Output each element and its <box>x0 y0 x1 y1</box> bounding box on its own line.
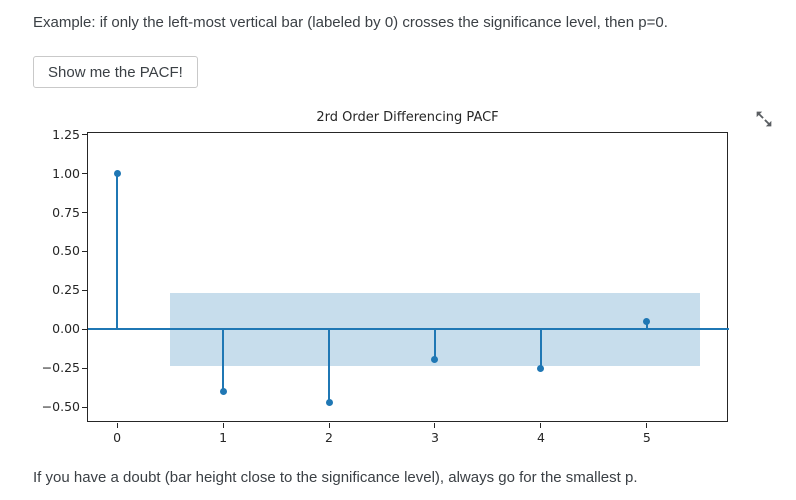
x-tick-label: 0 <box>113 430 122 445</box>
stem-lag-2 <box>328 329 331 403</box>
y-tick-label: −0.50 <box>41 399 80 415</box>
data-point-lag-5 <box>643 318 651 326</box>
y-tick-label: 0.75 <box>52 204 80 220</box>
x-tick-mark <box>222 423 224 428</box>
y-tick-mark <box>82 406 87 408</box>
x-tick-mark <box>646 423 648 428</box>
y-tick-label: 0.00 <box>52 321 80 337</box>
data-point-lag-4 <box>537 364 545 372</box>
x-tick-label: 2 <box>325 430 333 445</box>
stem-lag-5 <box>645 321 648 330</box>
stem-lag-1 <box>222 329 225 392</box>
x-tick-mark <box>540 423 542 428</box>
y-tick-mark <box>82 212 87 214</box>
expand-button[interactable] <box>752 108 776 132</box>
x-tick-label: 1 <box>219 430 228 445</box>
y-tick-mark <box>82 134 87 136</box>
y-tick-label: 1.00 <box>52 165 80 181</box>
data-point-lag-1 <box>219 388 227 396</box>
data-point-lag-0 <box>113 170 121 178</box>
y-tick-mark <box>82 173 87 175</box>
stem-lag-4 <box>539 329 542 369</box>
plot-area: 2rd Order Differencing PACF 1.25 1.00 0.75… <box>42 110 729 445</box>
y-tick-mark <box>82 289 87 291</box>
y-tick-label: −0.25 <box>41 360 80 376</box>
x-tick-label: 5 <box>642 430 651 445</box>
data-point-lag-2 <box>325 399 333 407</box>
x-tick-label: 3 <box>431 430 439 445</box>
stem-lag-3 <box>433 329 436 360</box>
stem-lag-0 <box>116 173 119 330</box>
pacf-figure: 2rd Order Differencing PACF 1.25 1.00 0.75… <box>0 100 796 455</box>
chart-title: 2rd Order Differencing PACF <box>316 110 499 125</box>
x-tick-mark <box>434 423 436 428</box>
outro-text: If you have a doubt (bar height close to… <box>33 469 638 486</box>
y-tick-mark <box>82 328 87 330</box>
intro-text: Example: if only the left-most vertical … <box>33 14 668 31</box>
y-tick-mark <box>82 250 87 252</box>
y-tick-label: 0.25 <box>52 282 80 298</box>
data-point-lag-3 <box>431 355 439 363</box>
x-tick-mark <box>328 423 330 428</box>
expand-arrows-icon <box>753 111 775 133</box>
x-tick-mark <box>116 423 118 428</box>
y-tick-mark <box>82 367 87 369</box>
show-pacf-button[interactable]: Show me the PACF! <box>33 56 198 88</box>
zero-line <box>88 328 729 331</box>
y-tick-label: 1.25 <box>52 126 80 142</box>
x-tick-label: 4 <box>536 430 545 445</box>
y-tick-label: 0.50 <box>52 243 80 259</box>
